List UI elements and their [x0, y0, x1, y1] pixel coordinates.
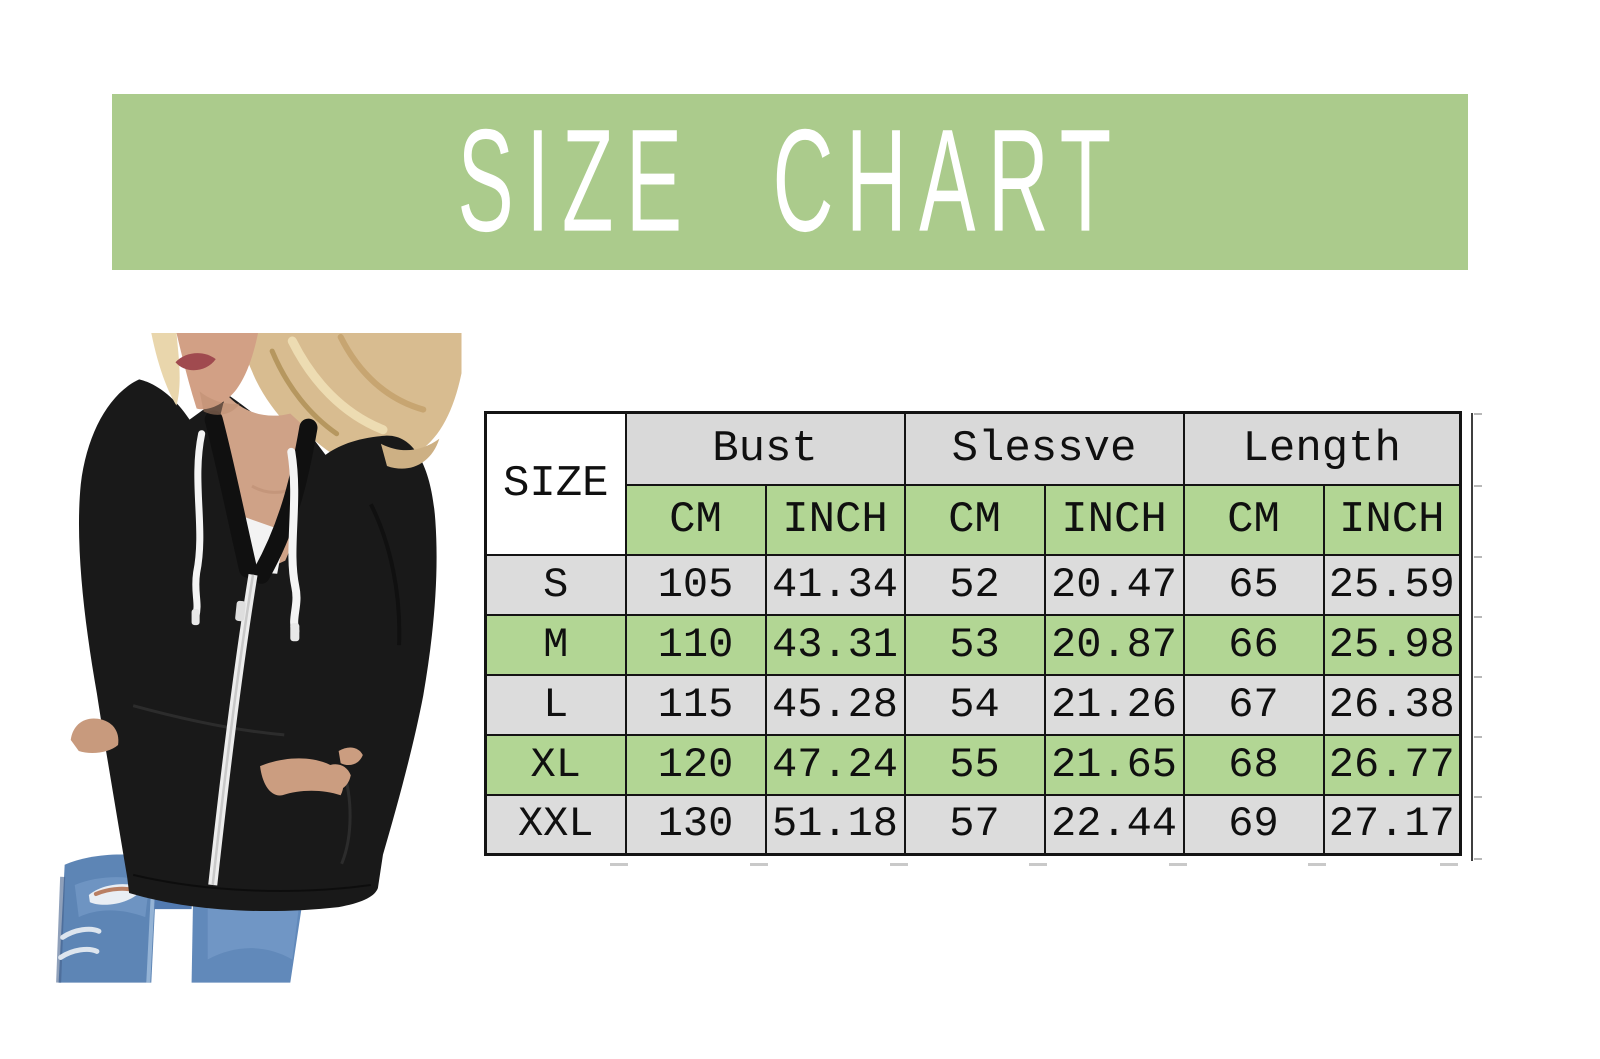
- size-column-header: SIZE: [484, 411, 627, 556]
- value-cell: 20.87: [1043, 613, 1185, 676]
- value-cell: 25.59: [1322, 553, 1462, 616]
- value-cell: 120: [624, 733, 767, 796]
- unit-header: CM: [624, 483, 767, 556]
- value-cell: 21.26: [1043, 673, 1185, 736]
- value-cell: 57: [903, 793, 1046, 856]
- table-row-xl: XL 120 47.24 55 21.65 68 26.77: [484, 733, 1462, 796]
- unit-header: CM: [1182, 483, 1325, 556]
- value-cell: 67: [1182, 673, 1325, 736]
- product-photo: [38, 333, 462, 1033]
- size-cell: XL: [484, 733, 627, 796]
- value-cell: 130: [624, 793, 767, 856]
- value-cell: 43.31: [764, 613, 906, 676]
- size-table-container: SIZE Bust Slessve Length CM INCH CM INCH…: [484, 411, 1462, 856]
- value-cell: 51.18: [764, 793, 906, 856]
- model-hair: [235, 333, 462, 465]
- size-cell: M: [484, 613, 627, 676]
- value-cell: 45.28: [764, 673, 906, 736]
- value-cell: 110: [624, 613, 767, 676]
- value-cell: 26.38: [1322, 673, 1462, 736]
- value-cell: 21.65: [1043, 733, 1185, 796]
- value-cell: 52: [903, 553, 1046, 616]
- pocket-seam: [132, 704, 285, 737]
- model-face: [151, 333, 259, 415]
- group-header-bust: Bust: [624, 411, 906, 486]
- model-hands: [70, 718, 363, 796]
- value-cell: 115: [624, 673, 767, 736]
- value-cell: 68: [1182, 733, 1325, 796]
- table-row-l: L 115 45.28 54 21.26 67 26.38: [484, 673, 1462, 736]
- unit-header: INCH: [1322, 483, 1462, 556]
- page-title: SIZE CHART: [456, 99, 1124, 263]
- value-cell: 20.47: [1043, 553, 1185, 616]
- hair-strand: [151, 333, 180, 406]
- value-cell: 47.24: [764, 733, 906, 796]
- value-cell: 69: [1182, 793, 1325, 856]
- size-cell: L: [484, 673, 627, 736]
- value-cell: 41.34: [764, 553, 906, 616]
- group-header-length: Length: [1182, 411, 1462, 486]
- value-cell: 25.98: [1322, 613, 1462, 676]
- hem-line: [132, 873, 372, 892]
- size-chart-banner: SIZE CHART: [112, 94, 1468, 270]
- hoodie-zipper: [208, 573, 258, 886]
- size-table: SIZE Bust Slessve Length CM INCH CM INCH…: [484, 411, 1462, 856]
- value-cell: 66: [1182, 613, 1325, 676]
- zipper-pull: [235, 600, 246, 622]
- size-cell: XXL: [484, 793, 627, 856]
- value-cell: 27.17: [1322, 793, 1462, 856]
- table-row-m: M 110 43.31 53 20.87 66 25.98: [484, 613, 1462, 676]
- model-illustration: [56, 333, 462, 983]
- spreadsheet-tick-marks: [1471, 413, 1482, 861]
- value-cell: 26.77: [1322, 733, 1462, 796]
- table-row-s: S 105 41.34 52 20.47 65 25.59: [484, 553, 1462, 616]
- group-header-sleeve: Slessve: [903, 411, 1185, 486]
- value-cell: 53: [903, 613, 1046, 676]
- table-row-xxl: XXL 130 51.18 57 22.44 69 27.17: [484, 793, 1462, 856]
- unit-header: INCH: [764, 483, 906, 556]
- value-cell: 22.44: [1043, 793, 1185, 856]
- value-cell: 55: [903, 733, 1046, 796]
- hoodie-drawstrings: [191, 430, 301, 642]
- unit-header: INCH: [1043, 483, 1185, 556]
- hair-wisp: [380, 438, 440, 469]
- size-cell: S: [484, 553, 627, 616]
- spreadsheet-tick-marks-bottom: [610, 863, 1458, 866]
- value-cell: 65: [1182, 553, 1325, 616]
- lips: [175, 353, 216, 371]
- unit-header: CM: [903, 483, 1046, 556]
- value-cell: 105: [624, 553, 767, 616]
- jeans-fray: [60, 926, 102, 940]
- value-cell: 54: [903, 673, 1046, 736]
